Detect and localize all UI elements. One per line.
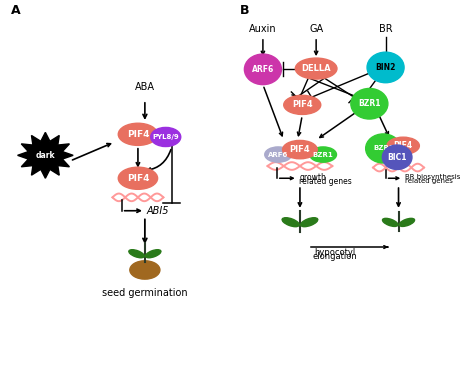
Polygon shape xyxy=(18,132,73,178)
Text: GA: GA xyxy=(309,24,323,34)
Text: BR biosynthesis: BR biosynthesis xyxy=(405,174,460,180)
Circle shape xyxy=(245,54,282,85)
Text: growth: growth xyxy=(300,173,327,181)
Text: PIF4: PIF4 xyxy=(292,100,312,109)
Text: related genes: related genes xyxy=(300,177,352,186)
Ellipse shape xyxy=(129,250,144,258)
Ellipse shape xyxy=(283,141,317,159)
Ellipse shape xyxy=(284,95,321,114)
Ellipse shape xyxy=(295,58,337,79)
Ellipse shape xyxy=(282,218,299,227)
Circle shape xyxy=(367,52,404,83)
Circle shape xyxy=(365,134,401,163)
Text: ARF6: ARF6 xyxy=(252,65,274,74)
Circle shape xyxy=(383,145,412,169)
Text: BIC1: BIC1 xyxy=(387,153,407,162)
Text: BZR1: BZR1 xyxy=(373,146,393,151)
Text: PIF4: PIF4 xyxy=(393,141,413,150)
Text: BZR1: BZR1 xyxy=(358,99,381,108)
Text: PIF4: PIF4 xyxy=(127,130,149,139)
Ellipse shape xyxy=(387,137,419,154)
Text: dark: dark xyxy=(36,151,55,160)
Text: seed germination: seed germination xyxy=(102,288,188,298)
Ellipse shape xyxy=(265,147,292,162)
Text: ARF6: ARF6 xyxy=(268,152,288,157)
Text: PIF4: PIF4 xyxy=(127,174,149,183)
Circle shape xyxy=(351,88,388,119)
Text: Auxin: Auxin xyxy=(249,24,277,34)
Ellipse shape xyxy=(118,123,158,146)
Ellipse shape xyxy=(301,218,318,227)
Text: ABI5: ABI5 xyxy=(147,206,169,216)
Text: BZR1: BZR1 xyxy=(313,152,333,157)
Ellipse shape xyxy=(383,218,398,227)
Text: BR: BR xyxy=(379,24,392,34)
Ellipse shape xyxy=(310,147,337,162)
Text: A: A xyxy=(10,4,20,17)
Ellipse shape xyxy=(118,167,158,190)
Ellipse shape xyxy=(399,218,415,227)
Text: elongation: elongation xyxy=(312,252,357,261)
Ellipse shape xyxy=(151,127,181,147)
Text: PYL8/9: PYL8/9 xyxy=(152,134,179,140)
Text: DELLA: DELLA xyxy=(301,64,331,73)
Text: PIF4: PIF4 xyxy=(290,145,310,154)
Text: BIN2: BIN2 xyxy=(375,63,396,72)
Text: ABA: ABA xyxy=(135,81,155,91)
Ellipse shape xyxy=(146,250,161,258)
Text: B: B xyxy=(240,4,249,17)
Text: hypocotyl: hypocotyl xyxy=(314,248,356,257)
Text: related genes: related genes xyxy=(405,178,453,184)
Ellipse shape xyxy=(130,261,160,279)
